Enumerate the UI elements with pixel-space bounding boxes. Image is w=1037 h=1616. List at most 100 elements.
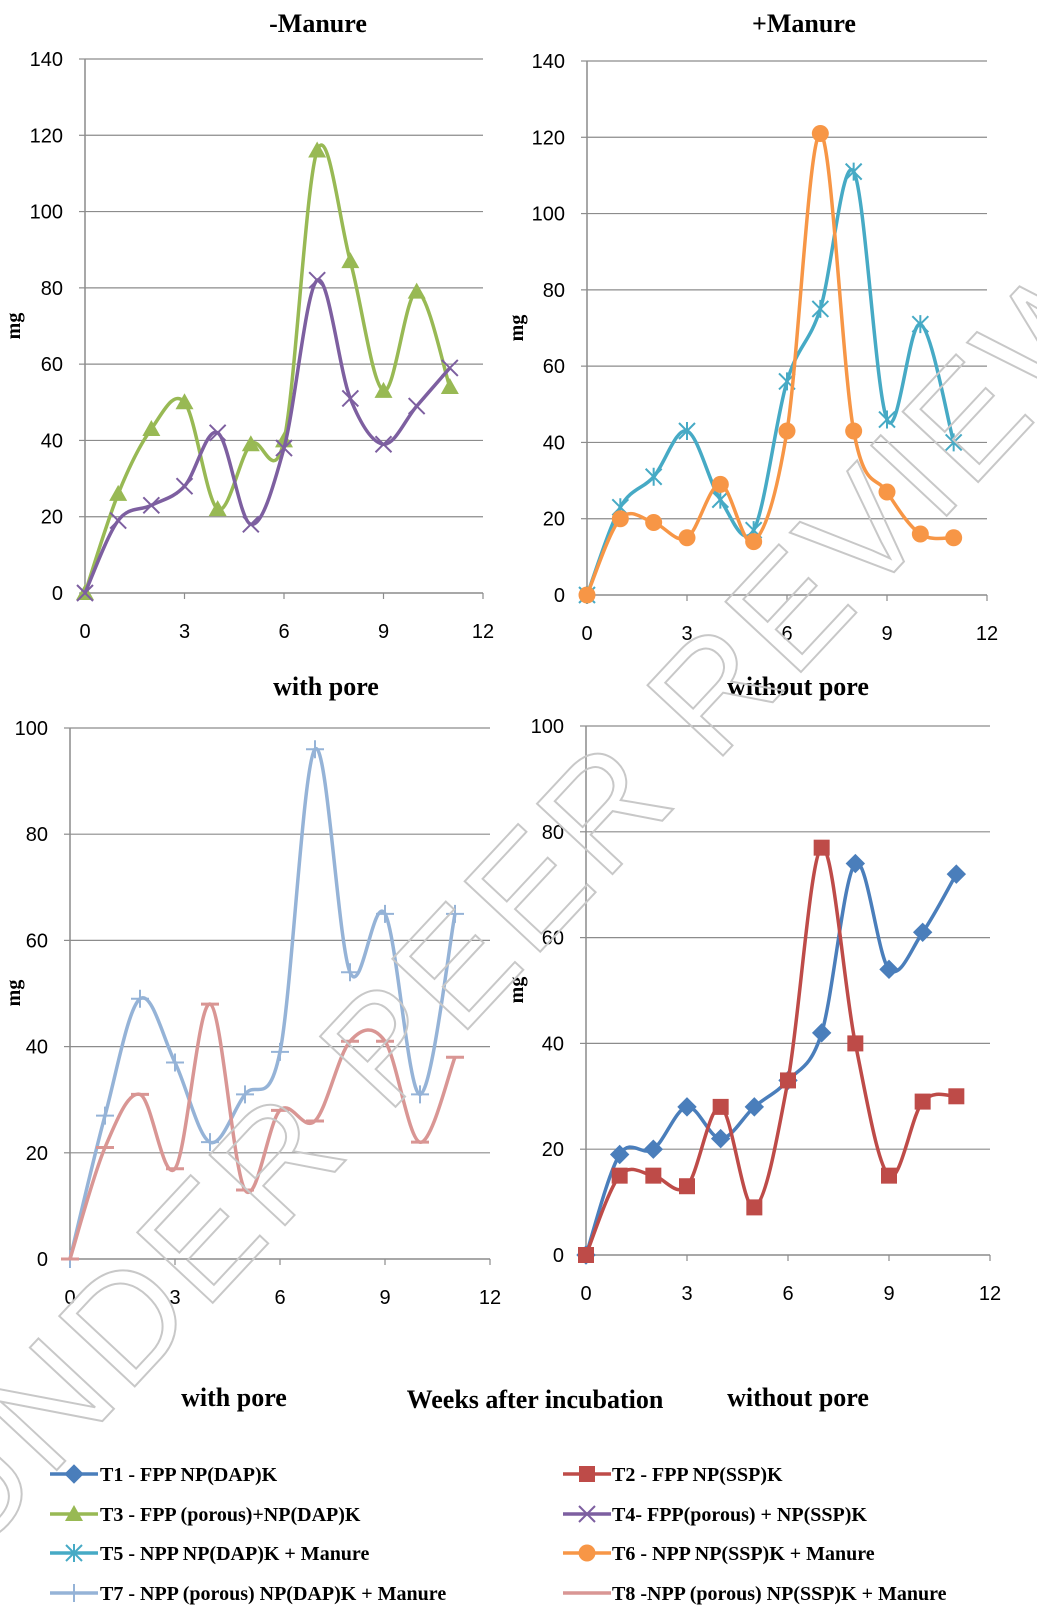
data-point	[308, 141, 327, 158]
data-point	[644, 467, 663, 486]
data-point	[201, 1133, 219, 1152]
data-point	[811, 299, 830, 318]
data-point	[847, 1035, 864, 1052]
y-tick-label: 60	[26, 930, 48, 952]
data-point	[914, 1093, 931, 1110]
legend: T1 - FPP NP(DAP)K T2 - FPP NP(SSP)K T3 - F…	[50, 1464, 947, 1605]
y-tick-label: 80	[542, 822, 564, 844]
data-point	[96, 1106, 114, 1125]
data-point	[275, 439, 293, 457]
series-line	[584, 861, 958, 1256]
xlabel-bottom-right: without pore	[727, 1383, 869, 1412]
data-point	[643, 1139, 664, 1159]
y-tick-label: 100	[15, 718, 48, 740]
legend-item-t8: T8 -NPP (porous) NP(SSP)K + Manure	[563, 1583, 947, 1605]
xlabel-top-right: without pore	[727, 672, 869, 701]
data-point	[778, 422, 796, 440]
y-tick-label: 0	[553, 1245, 564, 1267]
watermark-text: UNDER PEER REVIEW	[0, 213, 1037, 1585]
x-tick-label: 0	[580, 1283, 591, 1305]
x-tick-label: 3	[179, 621, 190, 643]
xlabel-bottom-left: with pore	[181, 1383, 287, 1412]
data-point	[446, 904, 464, 923]
panel-title-plus-manure: +Manure	[752, 9, 856, 38]
data-point	[711, 475, 729, 493]
y-tick-label: 80	[543, 280, 565, 302]
data-point	[109, 484, 128, 501]
y-tick-label: 20	[542, 1139, 564, 1161]
series-line	[68, 747, 457, 1260]
y-tick-label: 60	[41, 354, 63, 376]
data-point	[611, 1167, 628, 1184]
y-tick-label: 40	[41, 430, 63, 452]
legend-marker	[64, 1464, 84, 1484]
x-tick-label: 0	[581, 623, 592, 645]
x-tick-label: 6	[781, 623, 792, 645]
x-tick-label: 12	[479, 1287, 501, 1309]
data-point	[912, 922, 933, 943]
legend-label: T6 - NPP NP(SSP)K + Manure	[612, 1543, 875, 1565]
legend-item-t7: T7 - NPP (porous) NP(DAP)K + Manure	[50, 1583, 446, 1605]
legend-item-t3: T3 - FPP (porous)+NP(DAP)K	[50, 1504, 361, 1526]
series-line	[83, 278, 452, 594]
data-point	[109, 511, 127, 530]
data-point	[76, 584, 94, 602]
legend-item-t2: T2 - FPP NP(SSP)K	[563, 1464, 783, 1486]
panel-title-minus-manure: -Manure	[269, 9, 367, 38]
y-tick-label: 80	[41, 278, 63, 300]
y-axis-label: mg	[506, 315, 528, 342]
data-point	[242, 515, 260, 534]
data-point	[746, 1199, 763, 1216]
series-line	[585, 167, 956, 596]
y-tick-label: 100	[531, 716, 564, 738]
data-point	[948, 1088, 965, 1105]
y-tick-label: 80	[26, 824, 48, 846]
series-t2	[578, 839, 965, 1263]
data-point	[844, 162, 863, 181]
y-tick-label: 100	[532, 204, 565, 226]
data-point	[711, 490, 730, 509]
y-tick-label: 60	[543, 356, 565, 378]
chart-panel-top-right: 0 20 40 60 80 100 120 140 0 3 6 9 12 mg	[506, 51, 998, 645]
data-point	[341, 963, 359, 982]
legend-label: T1 - FPP NP(DAP)K	[100, 1464, 278, 1486]
data-point	[911, 315, 930, 334]
data-point	[411, 1085, 429, 1104]
data-point	[811, 1023, 832, 1043]
x-tick-label: 12	[472, 621, 494, 643]
y-axis-label: mg	[506, 977, 528, 1004]
data-point	[745, 533, 763, 551]
data-point	[878, 410, 896, 429]
legend-label: T3 - FPP (porous)+NP(DAP)K	[100, 1504, 361, 1526]
legend-marker	[578, 1505, 596, 1523]
x-tick-label: 6	[782, 1283, 793, 1305]
data-point	[131, 989, 149, 1008]
data-point	[845, 853, 866, 874]
legend-marker	[578, 1544, 596, 1562]
data-point	[407, 397, 426, 415]
data-point	[811, 124, 829, 142]
x-tick-label: 12	[979, 1283, 1001, 1305]
x-tick-label: 0	[79, 621, 90, 643]
data-point	[878, 483, 896, 501]
y-axis-label: mg	[3, 313, 25, 340]
data-point	[142, 496, 161, 514]
data-point	[780, 1072, 796, 1089]
chart-panel-bottom-right: 0 20 40 60 80 100 0 3 6 9 12 mg	[506, 716, 1001, 1305]
legend-label: T5 - NPP NP(DAP)K + Manure	[100, 1543, 369, 1565]
legend-label: T8 -NPP (porous) NP(SSP)K + Manure	[612, 1583, 947, 1605]
x-tick-label: 9	[378, 621, 389, 643]
series-line	[83, 143, 452, 594]
x-tick-label: 0	[64, 1287, 75, 1309]
x-tick-label: 12	[976, 623, 998, 645]
data-point	[845, 422, 863, 440]
shared-xlabel: Weeks after incubation	[407, 1385, 664, 1414]
data-point	[911, 525, 929, 543]
data-point	[678, 529, 696, 547]
y-tick-label: 40	[542, 1033, 564, 1055]
data-point	[678, 421, 696, 440]
data-point	[175, 393, 194, 410]
watermark: UNDER PEER REVIEW	[0, 212, 1037, 1586]
x-tick-label: 6	[274, 1287, 285, 1309]
y-tick-label: 40	[26, 1037, 48, 1059]
